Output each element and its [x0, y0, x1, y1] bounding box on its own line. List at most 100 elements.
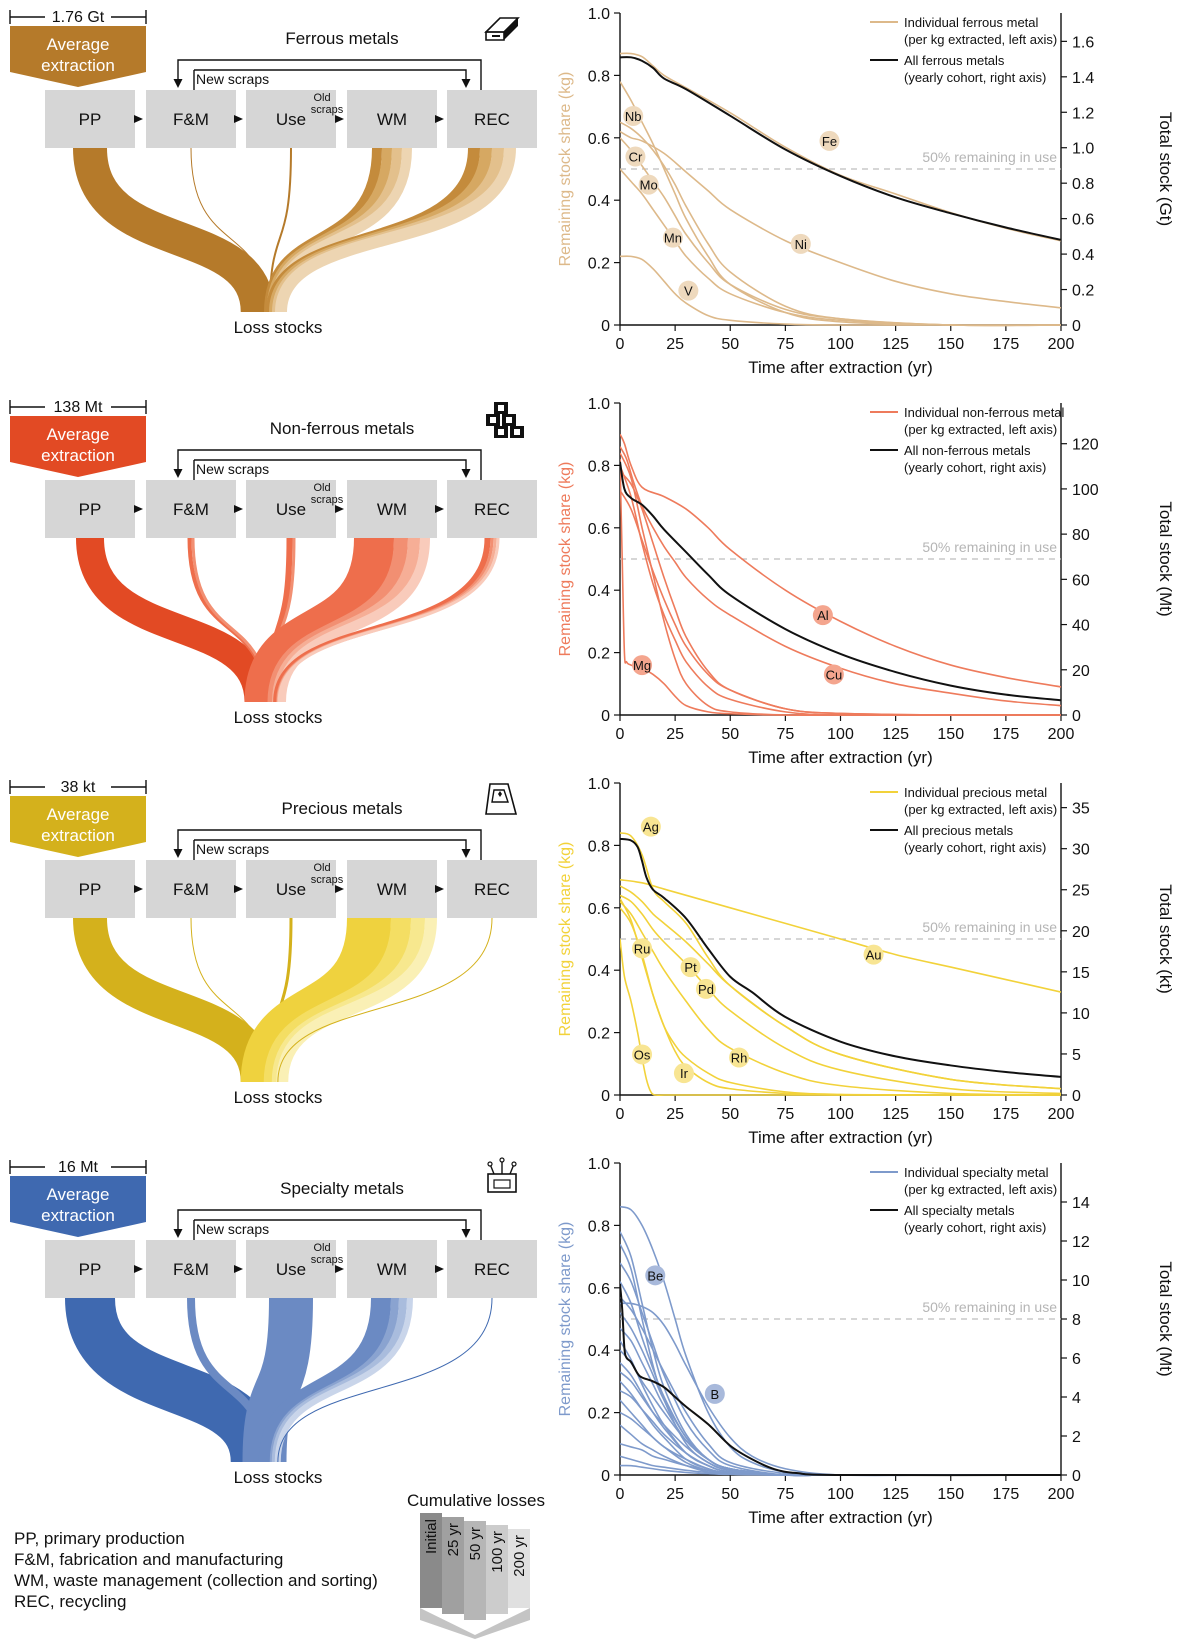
legend-label-individual-note: (per kg extracted, left axis): [904, 422, 1057, 437]
y2-tick-label: 4: [1072, 1390, 1081, 1407]
element-label-bg-rh: [729, 1047, 750, 1068]
element-label-ag: Ag: [643, 820, 659, 835]
new-scraps-line: [194, 1219, 467, 1230]
stage-label-0: PP: [79, 110, 102, 129]
extraction-label: extraction: [41, 56, 115, 75]
stage-box-2: [246, 480, 336, 538]
loss-stocks-label: Loss stocks: [234, 1088, 323, 1107]
y2-tick-label: 30: [1072, 842, 1090, 859]
abbreviation-notes: PP, primary production F&M, fabrication …: [14, 1528, 378, 1612]
flow-arrowhead: [435, 115, 444, 123]
y2-tick-label: 0.8: [1072, 176, 1094, 193]
element-label-bg-ir: [673, 1063, 694, 1084]
element-label-bg-mn: [662, 227, 683, 248]
element-label-bg-au: [863, 944, 884, 965]
flow-arrowhead: [435, 505, 444, 513]
y-tick-label: 0.2: [588, 1026, 610, 1043]
y2-tick-label: 10: [1072, 1273, 1090, 1290]
y2-tick-label: 0.4: [1072, 247, 1094, 264]
element-label-ir: Ir: [680, 1066, 689, 1081]
extraction-arrow: [10, 416, 146, 477]
series-line-all-non-ferrous-metals: [620, 461, 1061, 702]
x-tick-label: 100: [827, 1486, 854, 1503]
x-tick-label: 175: [993, 1486, 1020, 1503]
y2-tick-label: 5: [1072, 1047, 1081, 1064]
cumulative-label-4: 200 yr: [511, 1535, 528, 1577]
element-label-bg-mg: [632, 655, 653, 676]
x-tick-label: 50: [721, 726, 739, 743]
icon-part: [499, 1157, 505, 1163]
series-line-cu: [620, 446, 1061, 707]
y-tick-label: 0: [601, 708, 610, 725]
x-tick-label: 75: [776, 1106, 794, 1123]
y-tick-label: 0.2: [588, 256, 610, 273]
new-scraps-label: New scraps: [196, 461, 269, 477]
element-label-au: Au: [866, 948, 882, 963]
x-tick-label: 25: [666, 1486, 684, 1503]
old-scraps-label: scraps: [311, 1254, 344, 1266]
y-tick-label: 1.0: [588, 6, 610, 23]
element-label-cu: Cu: [826, 667, 843, 682]
cumulative-swatch-0: [420, 1513, 442, 1608]
icon-part: [491, 789, 509, 803]
series-group: [620, 52, 1061, 327]
legend-label-individual: Individual specialty metal: [904, 1165, 1049, 1180]
y2-tick-label: 120: [1072, 437, 1099, 454]
y-tick-label: 0.4: [588, 583, 610, 600]
new-scraps-loop: [177, 829, 482, 860]
cumulative-label-0: Initial: [423, 1519, 440, 1554]
flow-arrowhead: [435, 885, 444, 893]
legend-label-individual: Individual non-ferrous metal: [904, 405, 1065, 420]
extraction-label: Average: [46, 425, 109, 444]
stage-box-1: [146, 860, 236, 918]
x-axis-label: Time after extraction (yr): [748, 358, 933, 377]
stage-label-2: Use: [276, 1260, 306, 1279]
y2-tick-label: 8: [1072, 1312, 1081, 1329]
x-tick-label: 125: [882, 336, 909, 353]
x-tick-label: 100: [827, 726, 854, 743]
element-label-ru: Ru: [634, 941, 651, 956]
extraction-amount: 16 Mt: [58, 1159, 99, 1176]
steel-beam-icon: [484, 17, 520, 41]
element-label-mg: Mg: [633, 658, 651, 673]
new-scraps-loop: [177, 449, 482, 480]
loss-stocks-label: Loss stocks: [234, 1468, 323, 1487]
y2-tick-label: 0.2: [1072, 283, 1094, 300]
element-label-pd: Pd: [698, 982, 714, 997]
y-tick-label: 0: [601, 1468, 610, 1485]
fifty-percent-label: 50% remaining in use: [922, 539, 1057, 555]
x-axis-label: Time after extraction (yr): [748, 1508, 933, 1527]
cumulative-label-3: 100 yr: [489, 1531, 506, 1573]
element-label-bg-b: [704, 1383, 725, 1404]
element-label-bg-pt: [680, 957, 701, 978]
new-scraps-arrowhead: [461, 1229, 471, 1238]
left-axis-label: Remaining stock share (kg): [557, 462, 574, 657]
y-tick-label: 0.2: [588, 1406, 610, 1423]
element-label-bg-mo: [638, 174, 659, 195]
series-line-mo: [620, 137, 1061, 327]
stage-box-0: [45, 480, 135, 538]
metal-bars-icon: [486, 402, 524, 438]
x-tick-label: 150: [937, 1486, 964, 1503]
fifty-percent-label: 50% remaining in use: [922, 1299, 1057, 1315]
icon-part: [504, 18, 518, 40]
x-tick-label: 75: [776, 336, 794, 353]
flow-arrowhead: [234, 115, 243, 123]
x-tick-label: 50: [721, 336, 739, 353]
element-label-bg-nb: [623, 105, 644, 126]
new-scraps-label: New scraps: [196, 71, 269, 87]
stage-box-2: [246, 1240, 336, 1298]
series-line-pt: [620, 885, 1061, 1090]
y-tick-label: 0.8: [588, 838, 610, 855]
flow-band-pp: [76, 537, 273, 704]
stage-box-3: [347, 90, 437, 148]
y2-tick-label: 14: [1072, 1195, 1090, 1212]
flow-band-wm: [258, 1297, 391, 1463]
flow-arrowhead: [335, 505, 344, 513]
flow-band-pp: [73, 146, 275, 314]
cumulative-losses-key: Cumulative losses Initial 25 yr 50 yr 100 yr…: [407, 1491, 545, 1639]
series-line-s12: [620, 1380, 1061, 1476]
